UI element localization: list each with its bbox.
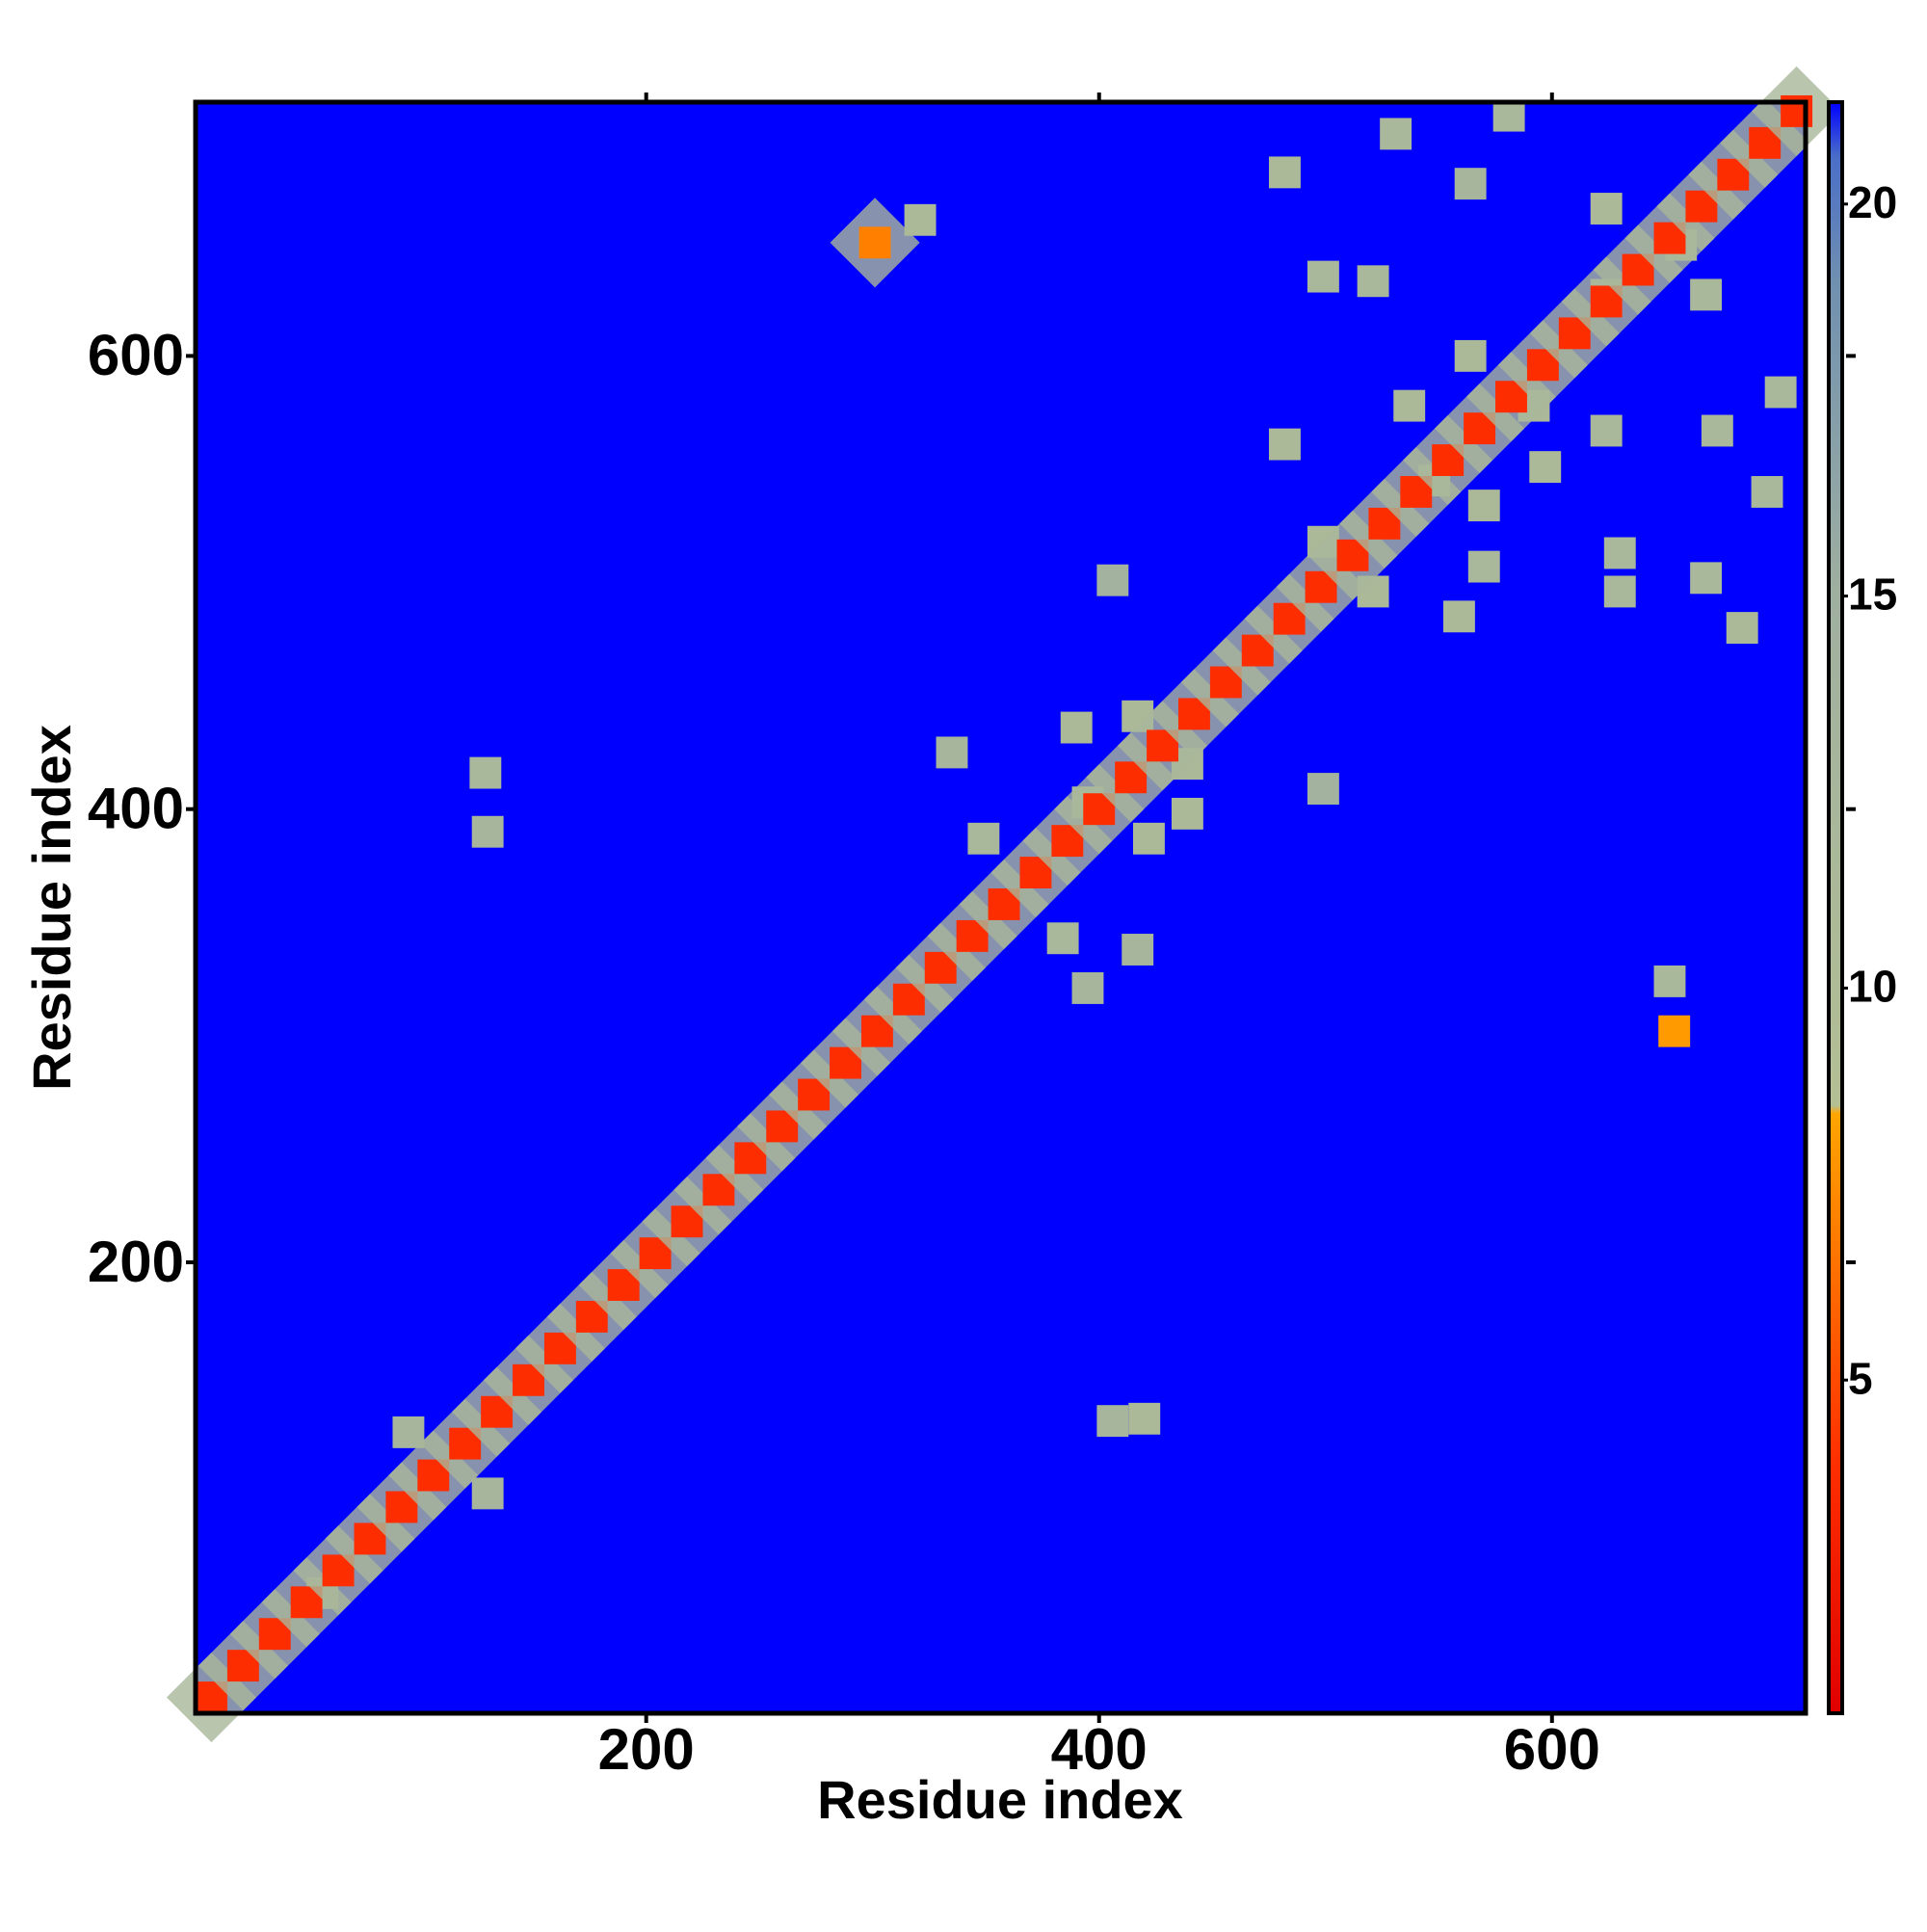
heatmap-cell: [1046, 922, 1079, 955]
heatmap-cell: [1653, 965, 1686, 997]
heatmap-cell: [1690, 562, 1723, 595]
heatmap-cell: [1122, 934, 1154, 966]
heatmap-cell: [1492, 99, 1525, 132]
heatmap-cell: [1467, 550, 1500, 583]
y-tick-label: 400: [88, 777, 184, 841]
heatmap-cell: [1751, 476, 1783, 508]
y-tick-label: 600: [88, 323, 184, 387]
heatmap-cell: [1307, 773, 1339, 805]
heatmap-cell: [1307, 260, 1339, 293]
heatmap-cell: [1171, 797, 1203, 830]
x-tick-label: 400: [1051, 1717, 1148, 1782]
heatmap-cell: [936, 736, 968, 769]
colorbar-tick-label: 20: [1848, 177, 1897, 227]
heatmap-cell: [1132, 822, 1165, 855]
heatmap-cell: [1454, 168, 1487, 200]
heatmap-cell: [1467, 490, 1500, 522]
colorbar: [1827, 100, 1844, 1715]
heatmap-cell: [904, 203, 937, 236]
heatmap-cell: [1603, 537, 1636, 569]
heatmap-cell: [1269, 156, 1301, 189]
heatmap-cell: [1071, 972, 1104, 1004]
heatmap-cell: [1726, 612, 1758, 645]
heatmap-cell: [1357, 265, 1389, 298]
heatmap-cell: [1096, 564, 1129, 596]
x-axis-title: Residue index: [817, 1769, 1183, 1830]
heatmap-cell: [1764, 376, 1797, 409]
heatmap-cell: [1690, 278, 1723, 311]
heatmap-cell: [1128, 1402, 1161, 1435]
heatmap-cell: [1701, 414, 1733, 447]
heatmap-cell: [1393, 389, 1426, 422]
x-tick-label: 600: [1504, 1717, 1600, 1782]
heatmap-cell: [471, 815, 504, 848]
colorbar-tick-label: 5: [1848, 1353, 1873, 1403]
heatmap-cell: [469, 756, 502, 789]
heatmap-cell: [1380, 118, 1412, 150]
y-axis-title: Residue index: [21, 725, 82, 1091]
x-tick-label: 200: [598, 1717, 695, 1782]
plot-frame: [193, 99, 1808, 1716]
heatmap-cell: [1096, 1405, 1129, 1438]
heatmap-cell: [1603, 575, 1636, 608]
heatmap-cell: [1060, 711, 1093, 744]
heatmap-cell: [392, 1416, 425, 1448]
heatmap-cell: [858, 226, 891, 259]
heatmap-cell: [1442, 600, 1475, 633]
heatmap-cell: [1590, 193, 1623, 225]
colorbar-tick-label: 10: [1848, 962, 1897, 1012]
heatmap-cell: [1658, 1015, 1691, 1047]
y-tick-label: 200: [88, 1230, 184, 1294]
heatmap-cell: [1454, 339, 1487, 372]
colorbar-tick-label: 15: [1848, 569, 1897, 620]
heatmap-cell: [967, 822, 1000, 855]
heatmap-cell: [1590, 414, 1623, 447]
heatmap-cell: [1529, 451, 1562, 484]
heatmap-cell: [1269, 428, 1301, 461]
heatmap-cell: [471, 1477, 504, 1510]
